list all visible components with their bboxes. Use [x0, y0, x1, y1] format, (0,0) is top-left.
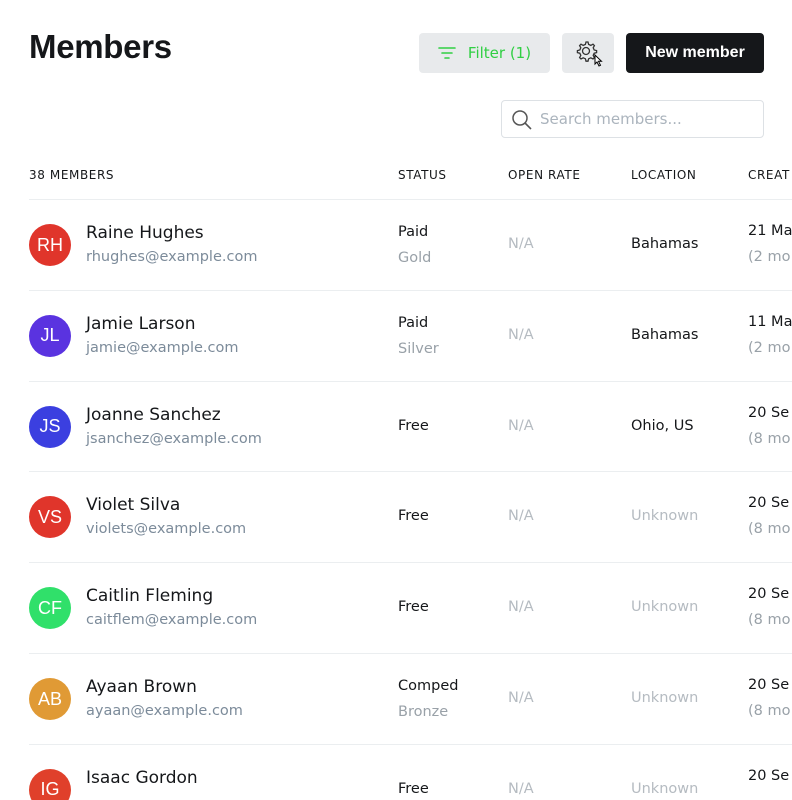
open-rate: N/A	[508, 690, 534, 706]
open-rate: N/A	[508, 599, 534, 616]
open-rate: N/A	[508, 417, 534, 434]
member-email: ayaan@example.com	[86, 703, 243, 719]
location: Unknown	[631, 508, 699, 525]
member-count: 38 MEMBERS	[29, 168, 115, 182]
avatar: JL	[29, 314, 71, 357]
created: (8 mo	[748, 703, 791, 719]
created: 11 Mar	[748, 313, 792, 330]
column-header: OPEN RATE	[508, 168, 581, 182]
created: (2 mo	[748, 249, 791, 265]
filter-label: Filter (1)	[467, 44, 532, 62]
member-name: Violet Silva	[86, 495, 181, 516]
page-title: Members	[29, 28, 172, 65]
status: Paid	[398, 224, 429, 240]
created: 20 Se	[748, 495, 790, 512]
new-member-button[interactable]: New member	[626, 33, 764, 73]
member-email: violets@example.com	[86, 521, 247, 538]
created: (8 mo	[748, 612, 791, 629]
member-email: rhughes@example.com	[86, 249, 258, 265]
filter-icon	[438, 47, 456, 59]
column-header: CREAT	[748, 168, 790, 182]
created: 20 Se	[748, 586, 790, 603]
status: Free	[398, 780, 429, 797]
row-divider	[29, 289, 792, 291]
member-name: Caitlin Fleming	[86, 586, 214, 607]
location: Bahamas	[631, 326, 699, 343]
member-email: caitflem@example.com	[86, 612, 258, 629]
avatar: IG	[29, 768, 71, 800]
row-divider	[29, 471, 792, 473]
open-rate: N/A	[508, 326, 534, 343]
avatar: CF	[29, 587, 71, 630]
open-rate: N/A	[508, 236, 534, 252]
row-divider	[29, 743, 792, 745]
status: Free	[398, 417, 429, 434]
avatar: JS	[29, 405, 71, 448]
avatar: VS	[29, 496, 71, 539]
member-name: Isaac Gordon	[86, 767, 198, 788]
member-name: Joanne Sanchez	[86, 404, 221, 425]
search-box[interactable]: Search members...	[501, 100, 764, 138]
location: Ohio, US	[631, 417, 694, 434]
search-icon	[512, 110, 532, 130]
created: 20 Se	[748, 767, 790, 784]
created: (8 mo	[748, 521, 791, 538]
status: Comped	[398, 678, 459, 694]
created: 21 Ma	[748, 223, 792, 239]
created: 20 Se	[748, 677, 790, 693]
open-rate: N/A	[508, 780, 534, 797]
avatar: AB	[29, 678, 71, 720]
gear-icon	[576, 41, 603, 67]
avatar: RH	[29, 224, 71, 266]
status: Bronze	[398, 704, 449, 720]
location: Unknown	[631, 599, 699, 616]
member-email: jsanchez@example.com	[86, 430, 262, 447]
created: (2 mo	[748, 339, 791, 356]
member-name: Raine Hughes	[86, 223, 204, 243]
column-header: STATUS	[398, 168, 447, 182]
open-rate: N/A	[508, 508, 534, 525]
column-header: LOCATION	[631, 168, 697, 182]
row-divider	[29, 653, 792, 654]
search-placeholder: Search members...	[540, 110, 682, 128]
created: (8 mo	[748, 430, 791, 447]
status: Silver	[398, 340, 439, 357]
row-divider	[29, 380, 792, 382]
member-name: Jamie Larson	[86, 313, 196, 334]
row-divider	[29, 562, 792, 564]
status: Free	[398, 599, 429, 616]
member-name: Ayaan Brown	[86, 677, 197, 697]
location: Unknown	[631, 690, 699, 706]
status: Free	[398, 508, 429, 525]
location: Unknown	[631, 780, 699, 797]
location: Bahamas	[631, 236, 699, 252]
status: Gold	[398, 250, 432, 266]
member-email: jamie@example.com	[86, 339, 239, 356]
filter-button[interactable]: Filter (1)	[419, 33, 550, 73]
created: 20 Se	[748, 404, 790, 421]
row-divider	[29, 199, 792, 200]
status: Paid	[398, 314, 429, 331]
settings-button[interactable]	[562, 33, 614, 73]
